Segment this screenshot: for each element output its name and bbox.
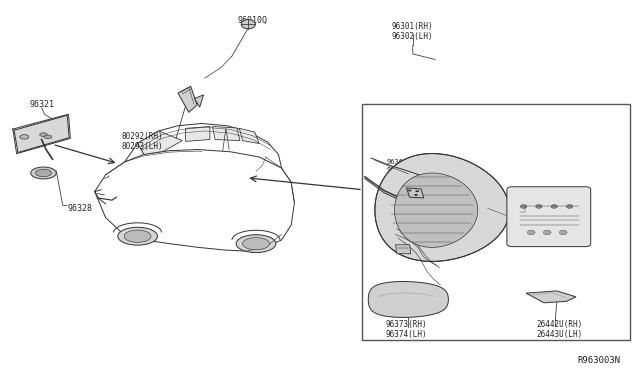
- Polygon shape: [396, 245, 411, 254]
- Ellipse shape: [44, 135, 52, 139]
- Ellipse shape: [31, 167, 56, 179]
- Text: 96301(RH)
96302(LH): 96301(RH) 96302(LH): [392, 22, 434, 41]
- Polygon shape: [14, 115, 69, 153]
- Ellipse shape: [241, 19, 255, 29]
- Ellipse shape: [551, 205, 557, 208]
- Polygon shape: [368, 282, 449, 317]
- Ellipse shape: [124, 230, 151, 243]
- Ellipse shape: [559, 230, 567, 235]
- Bar: [362, 104, 630, 340]
- Polygon shape: [178, 86, 197, 112]
- Text: 96010Q: 96010Q: [238, 16, 268, 25]
- Ellipse shape: [236, 235, 276, 253]
- FancyBboxPatch shape: [507, 187, 591, 247]
- Ellipse shape: [243, 237, 269, 250]
- Polygon shape: [406, 188, 424, 198]
- Polygon shape: [375, 154, 509, 262]
- Ellipse shape: [40, 133, 47, 137]
- Ellipse shape: [36, 169, 52, 177]
- Text: 96328: 96328: [67, 204, 92, 213]
- Ellipse shape: [543, 230, 551, 235]
- Ellipse shape: [566, 205, 573, 208]
- Text: 26442U(RH)
26443U(LH): 26442U(RH) 26443U(LH): [537, 320, 583, 339]
- Polygon shape: [212, 126, 240, 141]
- Ellipse shape: [118, 227, 157, 245]
- Ellipse shape: [414, 194, 418, 196]
- Ellipse shape: [415, 190, 419, 192]
- Polygon shape: [138, 131, 182, 154]
- Text: 96373(RH)
96374(LH): 96373(RH) 96374(LH): [385, 320, 428, 339]
- Ellipse shape: [520, 205, 527, 208]
- Ellipse shape: [408, 189, 412, 191]
- Ellipse shape: [527, 230, 535, 235]
- Polygon shape: [526, 291, 576, 303]
- Polygon shape: [395, 173, 478, 247]
- Ellipse shape: [536, 205, 542, 208]
- Polygon shape: [239, 128, 259, 144]
- Text: 96365M(RH)
96366M(LH): 96365M(RH) 96366M(LH): [539, 201, 581, 215]
- Ellipse shape: [20, 135, 29, 139]
- Text: 96367M(RH)
96368M(LH): 96367M(RH) 96368M(LH): [387, 158, 429, 173]
- Text: R963003N: R963003N: [577, 356, 620, 365]
- Text: 96321: 96321: [29, 100, 54, 109]
- Polygon shape: [195, 95, 204, 107]
- Text: 80292(RH)
80293(LH): 80292(RH) 80293(LH): [122, 132, 163, 151]
- Polygon shape: [186, 126, 210, 141]
